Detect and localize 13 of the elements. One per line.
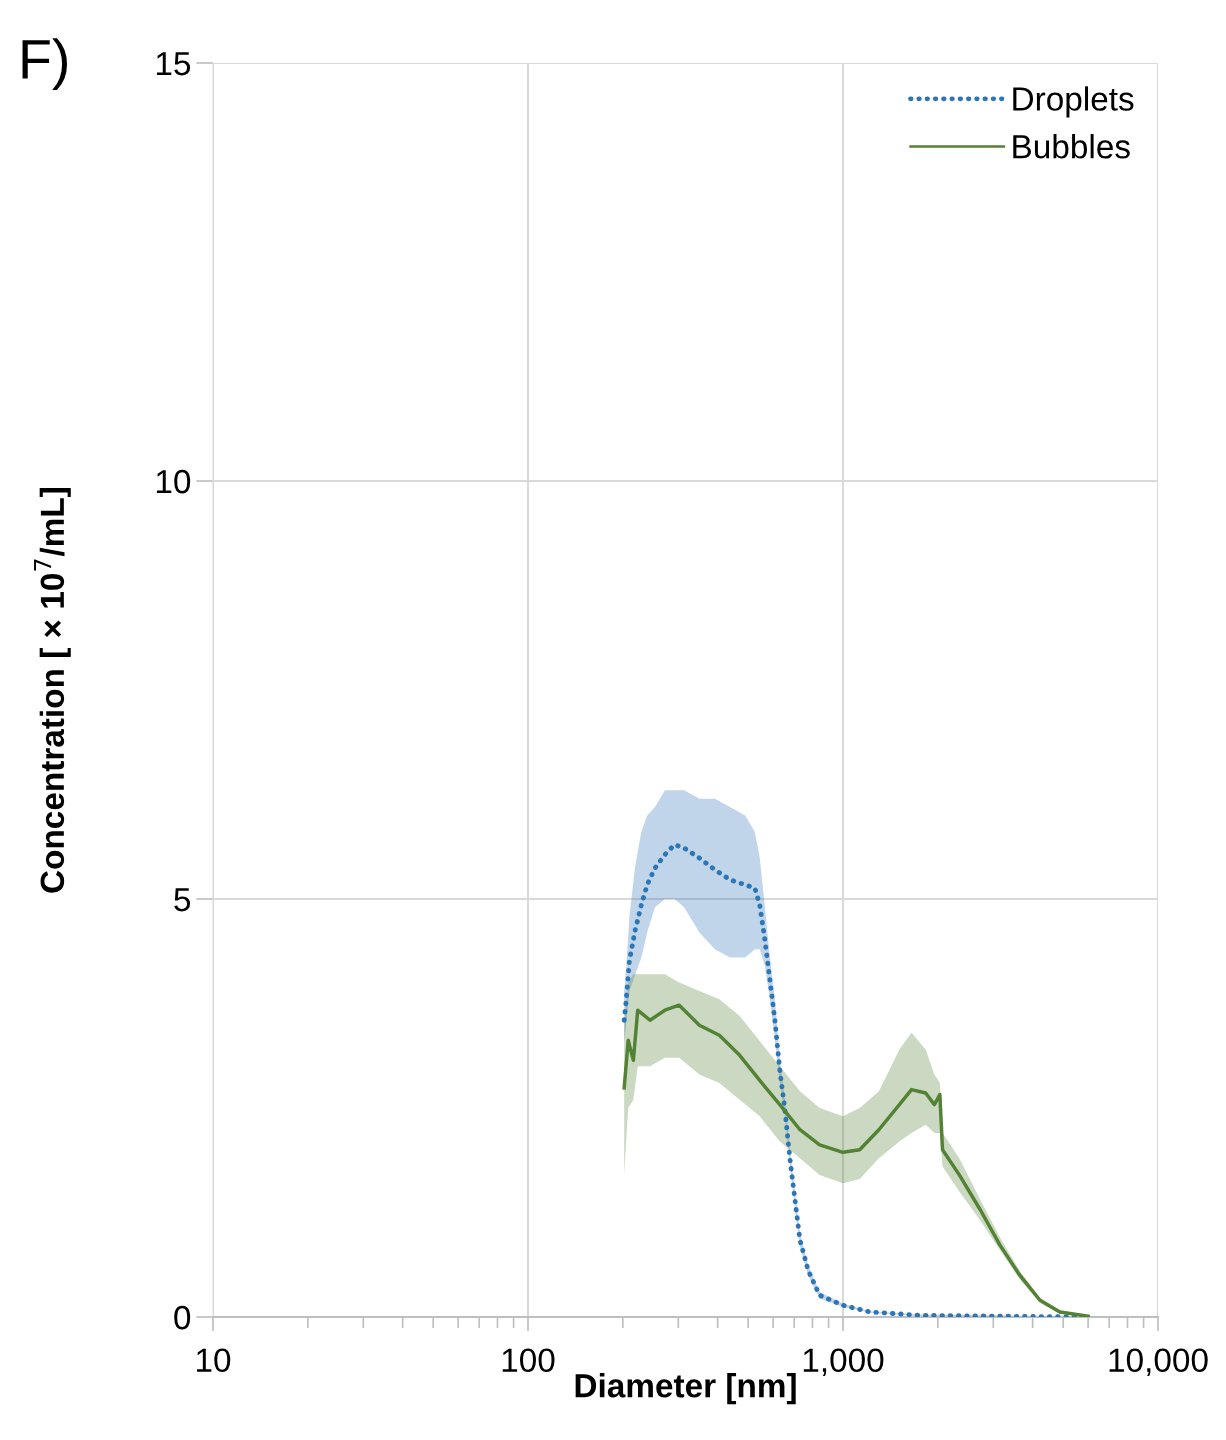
x-tick-label: 10 [197, 1348, 231, 1373]
y-axis-title: Concentration [ × 10$^{7}$/mL] [34, 488, 71, 893]
x-tick-label: 10,000 [1109, 1348, 1208, 1376]
chart-title: F) [22, 38, 67, 90]
y-tick-label: 10 [156, 469, 191, 494]
legend-label: Droplets [1013, 86, 1134, 118]
y-tick-label: 0 [174, 1305, 191, 1330]
x-tick-label: 100 [502, 1348, 555, 1373]
y-tick-label: 15 [156, 52, 191, 76]
x-tick-label: 1,000 [803, 1348, 884, 1376]
legend-label: Bubbles [1013, 134, 1130, 159]
x-axis-title: Diameter [nm] [575, 1373, 796, 1405]
y-tick-label: 5 [174, 888, 191, 912]
